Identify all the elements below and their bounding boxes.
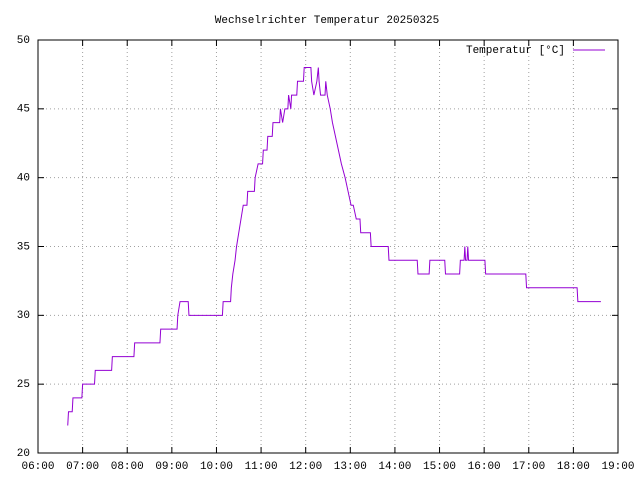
x-tick-label: 08:00	[111, 461, 144, 473]
y-tick-label: 25	[17, 379, 30, 391]
x-tick-label: 11:00	[245, 461, 278, 473]
x-tick-label: 18:00	[557, 461, 590, 473]
x-tick-label: 14:00	[378, 461, 411, 473]
x-tick-label: 19:00	[601, 461, 634, 473]
x-tick-label: 07:00	[66, 461, 99, 473]
legend-label: Temperatur [°C]	[466, 45, 565, 57]
plot-border	[37, 39, 619, 454]
y-tick-label: 20	[17, 448, 30, 460]
data-line	[67, 67, 601, 426]
x-tick-label: 10:00	[200, 461, 233, 473]
y-tick-label: 40	[17, 173, 30, 185]
chart-title: Wechselrichter Temperatur 20250325	[215, 15, 439, 27]
x-tick-label: 13:00	[334, 461, 367, 473]
y-tick-label: 30	[17, 310, 30, 322]
x-tick-label: 15:00	[423, 461, 456, 473]
x-tick-label: 16:00	[468, 461, 501, 473]
x-tick-label: 06:00	[21, 461, 54, 473]
x-tick-label: 12:00	[289, 461, 322, 473]
x-tick-label: 17:00	[512, 461, 545, 473]
x-tick-label: 09:00	[155, 461, 188, 473]
y-tick-label: 35	[17, 241, 30, 253]
y-tick-label: 45	[17, 104, 30, 116]
y-tick-label: 50	[17, 35, 30, 47]
